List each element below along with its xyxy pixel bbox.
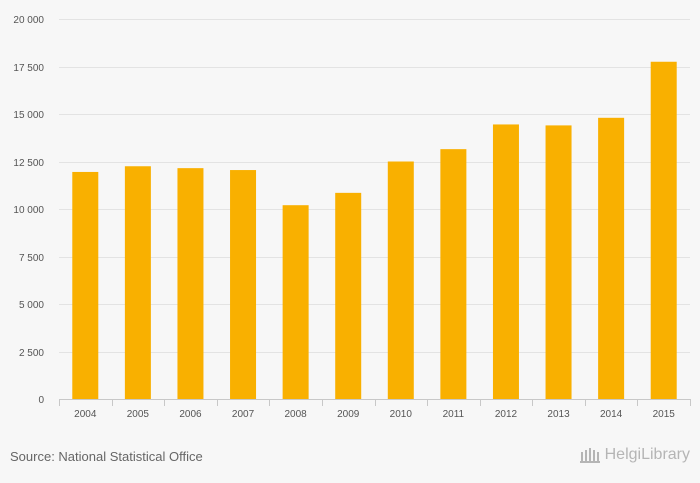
y-tick-label: 20 000	[13, 15, 44, 26]
x-tick-label: 2006	[179, 409, 202, 420]
y-tick-label: 0	[38, 395, 44, 406]
bar-2009[interactable]	[335, 192, 362, 399]
x-tick-label: 2014	[600, 409, 623, 420]
x-tick-label: 2005	[127, 409, 150, 420]
y-tick-label: 10 000	[13, 205, 44, 216]
bar-2005[interactable]	[124, 166, 151, 399]
x-tick-label: 2013	[547, 409, 570, 420]
bar-2004[interactable]	[72, 171, 99, 399]
logo-text: HelgiLibrary	[604, 446, 690, 463]
y-tick-label: 12 500	[13, 158, 44, 169]
x-tick-label: 2004	[74, 409, 97, 420]
y-tick-label: 2 500	[19, 348, 44, 359]
x-tick-label: 2008	[285, 409, 308, 420]
bar-chart: 0 2 500 5 000 7 500 10 000 12 500 15 000 17 500…	[13, 15, 691, 420]
bar-2014[interactable]	[598, 117, 625, 400]
x-tick-label: 2012	[495, 409, 518, 420]
helgilibrary-logo[interactable]: HelgiLibrary	[579, 446, 690, 464]
library-building-icon	[579, 448, 600, 463]
x-tick-label: 2015	[653, 409, 676, 420]
x-tick-label: 2007	[232, 409, 255, 420]
y-tick-label: 17 500	[13, 63, 44, 74]
bar-2012[interactable]	[492, 124, 519, 399]
grid-lines	[59, 19, 690, 353]
y-tick-label: 7 500	[19, 253, 44, 264]
x-tick-label: 2010	[390, 409, 413, 420]
y-axis-ticks: 0 2 500 5 000 7 500 10 000 12 500 15 000 17 500…	[13, 15, 44, 406]
bars	[72, 61, 677, 400]
bar-2010[interactable]	[387, 161, 414, 400]
bar-2006[interactable]	[177, 168, 204, 399]
y-tick-label: 15 000	[13, 110, 44, 121]
y-tick-label: 5 000	[19, 300, 44, 311]
bar-2011[interactable]	[440, 149, 467, 399]
x-tick-label: 2009	[337, 409, 360, 420]
x-tick-label: 2011	[443, 409, 465, 420]
x-axis: 2004 2005 2006 2007 2008 2009 2010 2011 2012 2013…	[59, 399, 691, 420]
bar-2007[interactable]	[230, 170, 257, 399]
source-note: Source: National Statistical Office	[10, 449, 203, 464]
bar-2015[interactable]	[650, 61, 677, 399]
bar-2008[interactable]	[282, 205, 309, 399]
bar-2013[interactable]	[545, 125, 572, 400]
